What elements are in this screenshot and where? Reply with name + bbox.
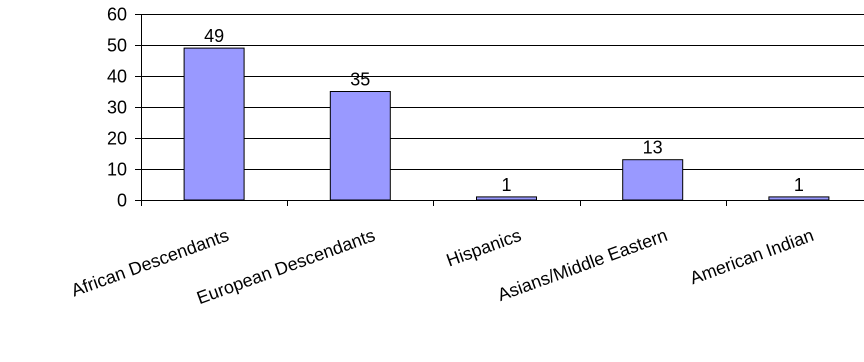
bar [476, 196, 537, 201]
y-tick-label: 60 [107, 5, 127, 25]
bar [183, 47, 245, 201]
axes [135, 14, 864, 206]
bar [768, 196, 830, 201]
data-label: 1 [794, 175, 804, 195]
data-label: 1 [501, 175, 511, 195]
y-tick-labels: 0 10 20 30 40 50 60 [107, 5, 127, 211]
data-label: 13 [643, 138, 663, 158]
gridlines [141, 14, 864, 170]
bars [183, 47, 830, 201]
x-category-label: American Indian [687, 225, 816, 288]
y-tick-label: 40 [107, 67, 127, 87]
bar [329, 91, 391, 201]
data-label: 49 [204, 26, 224, 46]
data-labels: 49 35 1 13 1 [204, 26, 804, 195]
y-tick-label: 30 [107, 98, 127, 118]
x-category-label: Hispanics [444, 225, 524, 270]
y-tick-label: 50 [107, 36, 127, 56]
y-tick-label: 0 [117, 191, 127, 211]
data-label: 35 [350, 70, 370, 90]
y-tick-label: 20 [107, 129, 127, 149]
y-tick-label: 10 [107, 160, 127, 180]
bar [622, 159, 684, 201]
